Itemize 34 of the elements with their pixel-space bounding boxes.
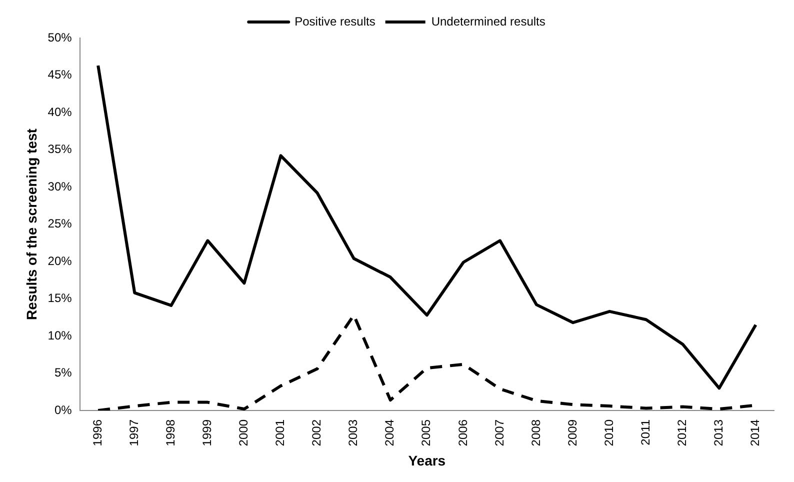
x-tick-label: 2000 [236, 419, 251, 446]
x-tick-label: 2001 [273, 419, 288, 446]
x-tick-label: 2007 [492, 419, 506, 446]
legend-label: Positive results [294, 14, 376, 28]
x-tick-label: 2010 [602, 419, 616, 446]
y-tick-label: 30% [48, 179, 72, 194]
y-tick-label: 5% [54, 366, 72, 380]
y-tick-label: 10% [48, 328, 72, 342]
x-tick-label: 2009 [565, 419, 580, 446]
y-tick-label: 45% [48, 68, 72, 82]
y-axis-title: Results of the screening test [23, 128, 40, 320]
y-tick-label: 25% [48, 216, 72, 231]
legend-label: Undetermined results [431, 14, 546, 28]
x-tick-label: 2005 [419, 419, 434, 446]
x-tick-label: 1999 [200, 419, 214, 446]
x-tick-label: 2013 [712, 419, 726, 446]
x-tick-label: 2014 [748, 419, 762, 446]
x-tick-label: 2004 [382, 419, 397, 446]
x-tick-label: 1998 [163, 419, 178, 446]
x-tick-label: 2002 [310, 419, 324, 446]
x-axis-title: Years [408, 452, 446, 468]
x-tick-label: 2012 [674, 419, 689, 446]
x-tick-label: 2008 [528, 419, 543, 446]
x-tick-label: 2006 [456, 419, 470, 446]
x-tick-label: 1997 [126, 419, 141, 446]
y-tick-label: 50% [48, 30, 72, 44]
y-tick-label: 35% [48, 142, 72, 156]
y-tick-label: 20% [48, 254, 72, 268]
x-tick-label: 1996 [90, 419, 104, 446]
x-tick-label: 2011 [638, 419, 652, 446]
x-tick-label: 2003 [346, 419, 360, 446]
y-tick-label: 15% [48, 291, 72, 306]
y-tick-label: 40% [48, 104, 72, 119]
y-tick-label: 0% [54, 402, 72, 417]
